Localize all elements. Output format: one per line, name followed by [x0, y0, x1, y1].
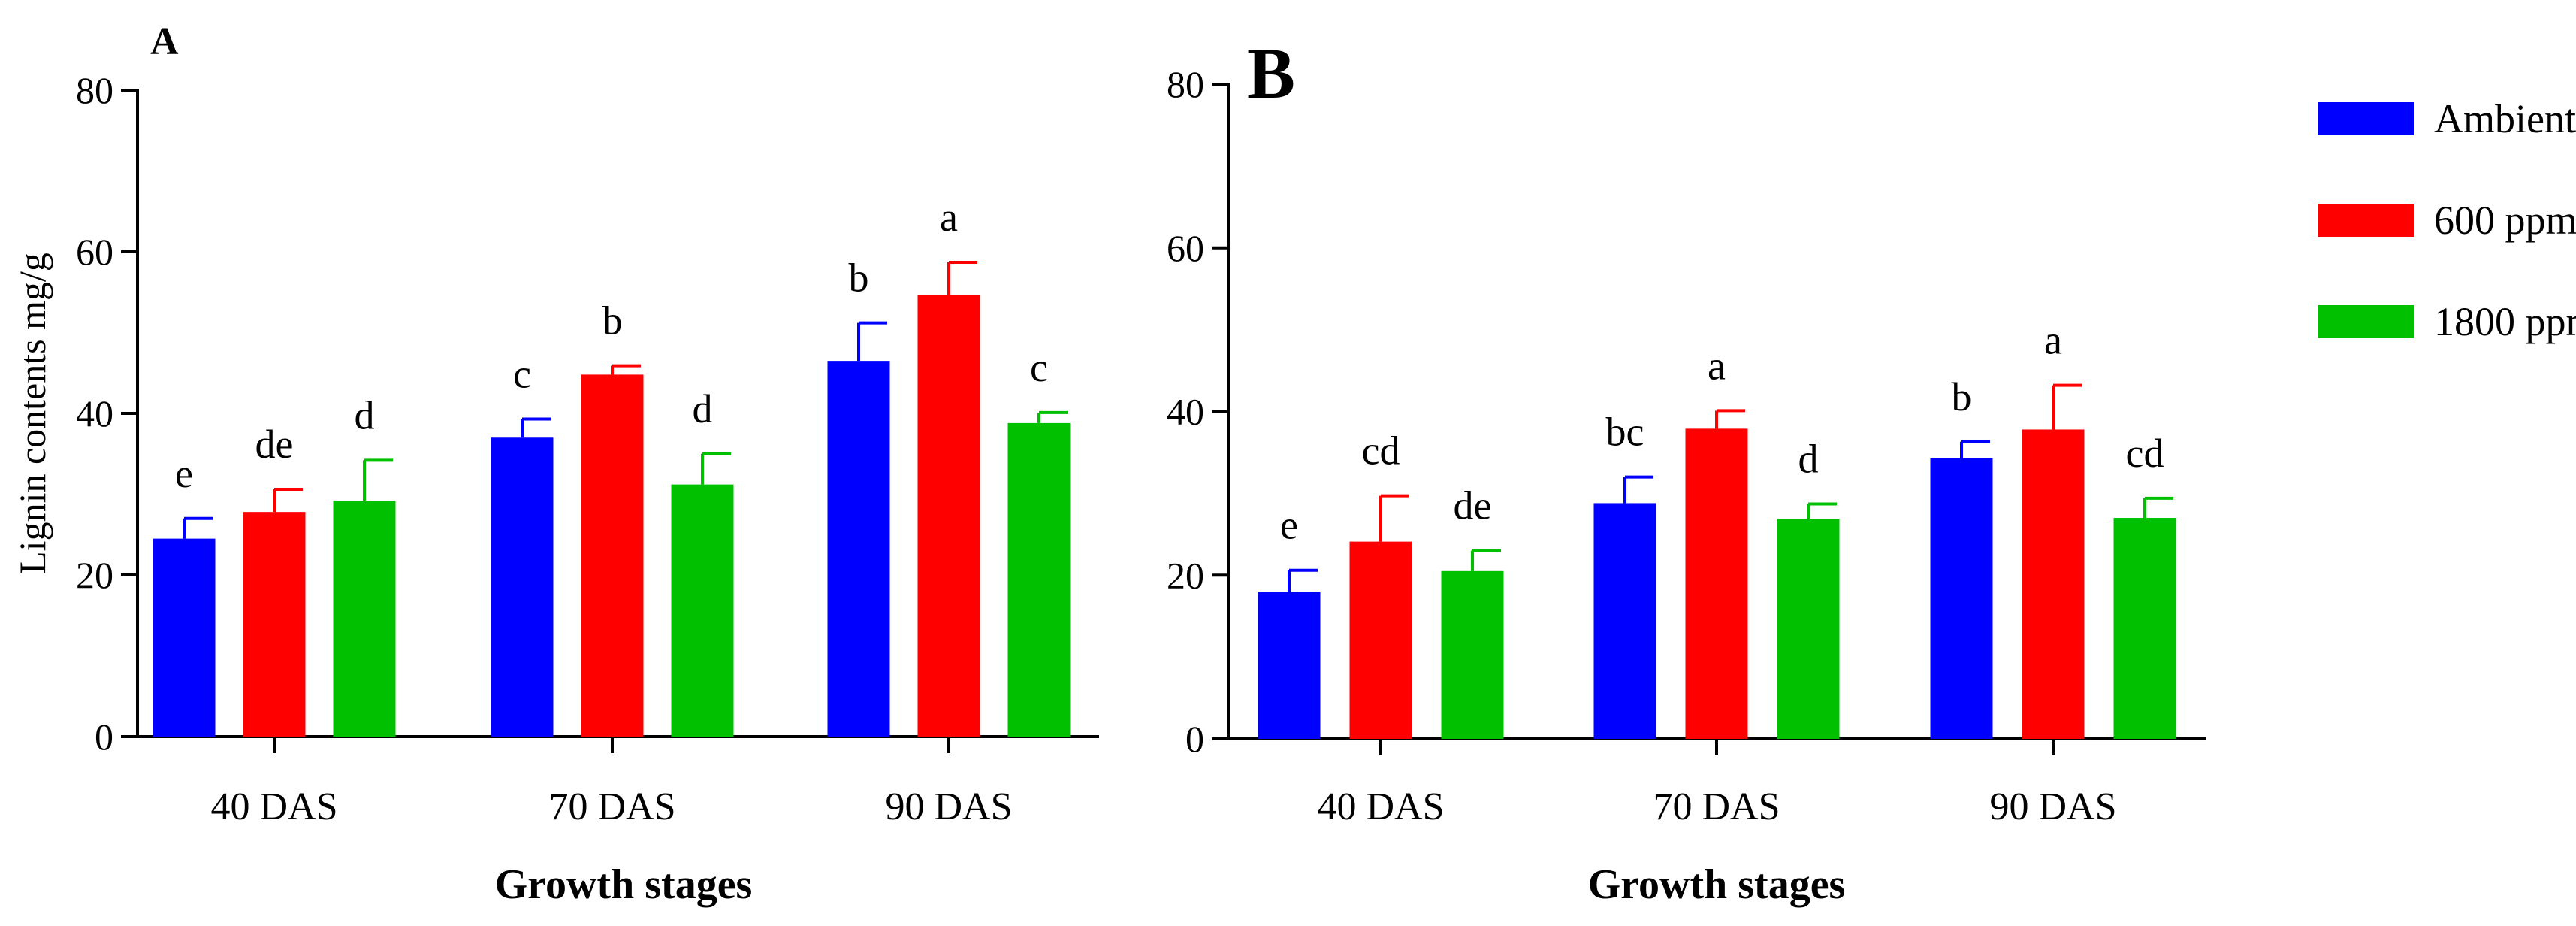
significance-letter: d — [355, 392, 375, 437]
x-tick-label: 40 DAS — [1317, 785, 1444, 828]
bar — [1258, 592, 1321, 739]
significance-letter: cd — [1362, 428, 1400, 474]
bar — [1777, 519, 1840, 739]
y-axis-title: Lignin contents mg/g — [11, 253, 53, 574]
significance-letter: a — [940, 195, 958, 240]
y-tick-label: 20 — [1167, 554, 1204, 596]
y-tick-label: 60 — [76, 231, 113, 273]
y-tick-label: 0 — [95, 716, 113, 758]
x-axis-title: Growth stages — [495, 861, 753, 908]
y-tick-label: 20 — [76, 554, 113, 596]
panel-b-chart: B 0 20 40 60 80 40 DAS 70 DAS 90 DAS e bc b cd a a de d c… — [1167, 33, 2206, 908]
significance-letter: e — [175, 451, 193, 496]
significance-letter: a — [2044, 318, 2062, 363]
x-tick-label: 70 DAS — [548, 785, 675, 828]
bar — [1593, 503, 1656, 739]
significance-letter: a — [1708, 343, 1726, 388]
legend-label: 1800 ppm — [2434, 299, 2576, 344]
bar — [581, 374, 644, 737]
legend-label: 600 ppm — [2434, 198, 2576, 243]
legend: Ambient 600 ppm 1800 ppm — [2318, 96, 2576, 344]
significance-letter: b — [1952, 374, 1972, 419]
y-tick-label: 40 — [76, 392, 113, 434]
significance-letter: cd — [2126, 431, 2164, 476]
bar — [1007, 422, 1071, 737]
bar — [243, 512, 306, 737]
bar — [1685, 428, 1748, 739]
bar — [827, 361, 890, 737]
legend-swatch — [2318, 305, 2414, 338]
panel-a-chart: A 0 20 40 60 80 40 DAS 70 DAS 90 DAS e c b de b a d d c Gr… — [11, 20, 1099, 908]
x-tick-label: 90 DAS — [885, 785, 1012, 828]
bar — [153, 538, 216, 737]
significance-letter: de — [255, 422, 294, 467]
y-tick-label: 80 — [1167, 63, 1204, 105]
significance-letter: c — [513, 352, 531, 397]
y-tick-label: 80 — [76, 69, 113, 111]
significance-letter: b — [602, 298, 623, 343]
bar — [1930, 458, 1993, 739]
x-tick-label: 40 DAS — [210, 785, 337, 828]
legend-swatch — [2318, 204, 2414, 237]
x-tick-label: 70 DAS — [1653, 785, 1780, 828]
bar — [1441, 570, 1504, 739]
y-tick-label: 0 — [1185, 718, 1204, 760]
bar — [671, 484, 734, 737]
bar — [333, 501, 396, 737]
legend-label: Ambient — [2434, 96, 2576, 141]
significance-letter: e — [1280, 503, 1298, 548]
panel-label: B — [1247, 33, 1295, 113]
legend-swatch — [2318, 102, 2414, 135]
y-tick-label: 60 — [1167, 227, 1204, 269]
significance-letter: bc — [1606, 410, 1644, 455]
bar — [1349, 541, 1412, 739]
y-tick-label: 40 — [1167, 391, 1204, 433]
bar — [2022, 429, 2085, 739]
significance-letter: b — [849, 256, 869, 301]
x-axis-title: Growth stages — [1588, 861, 1846, 908]
significance-letter: d — [693, 386, 713, 431]
panel-label: A — [150, 20, 179, 63]
bar — [2113, 518, 2176, 739]
x-tick-label: 90 DAS — [1989, 785, 2116, 828]
bar — [917, 294, 980, 737]
significance-letter: de — [1454, 483, 1492, 528]
bar — [491, 437, 554, 737]
significance-letter: d — [1798, 437, 1819, 482]
significance-letter: c — [1030, 345, 1048, 390]
